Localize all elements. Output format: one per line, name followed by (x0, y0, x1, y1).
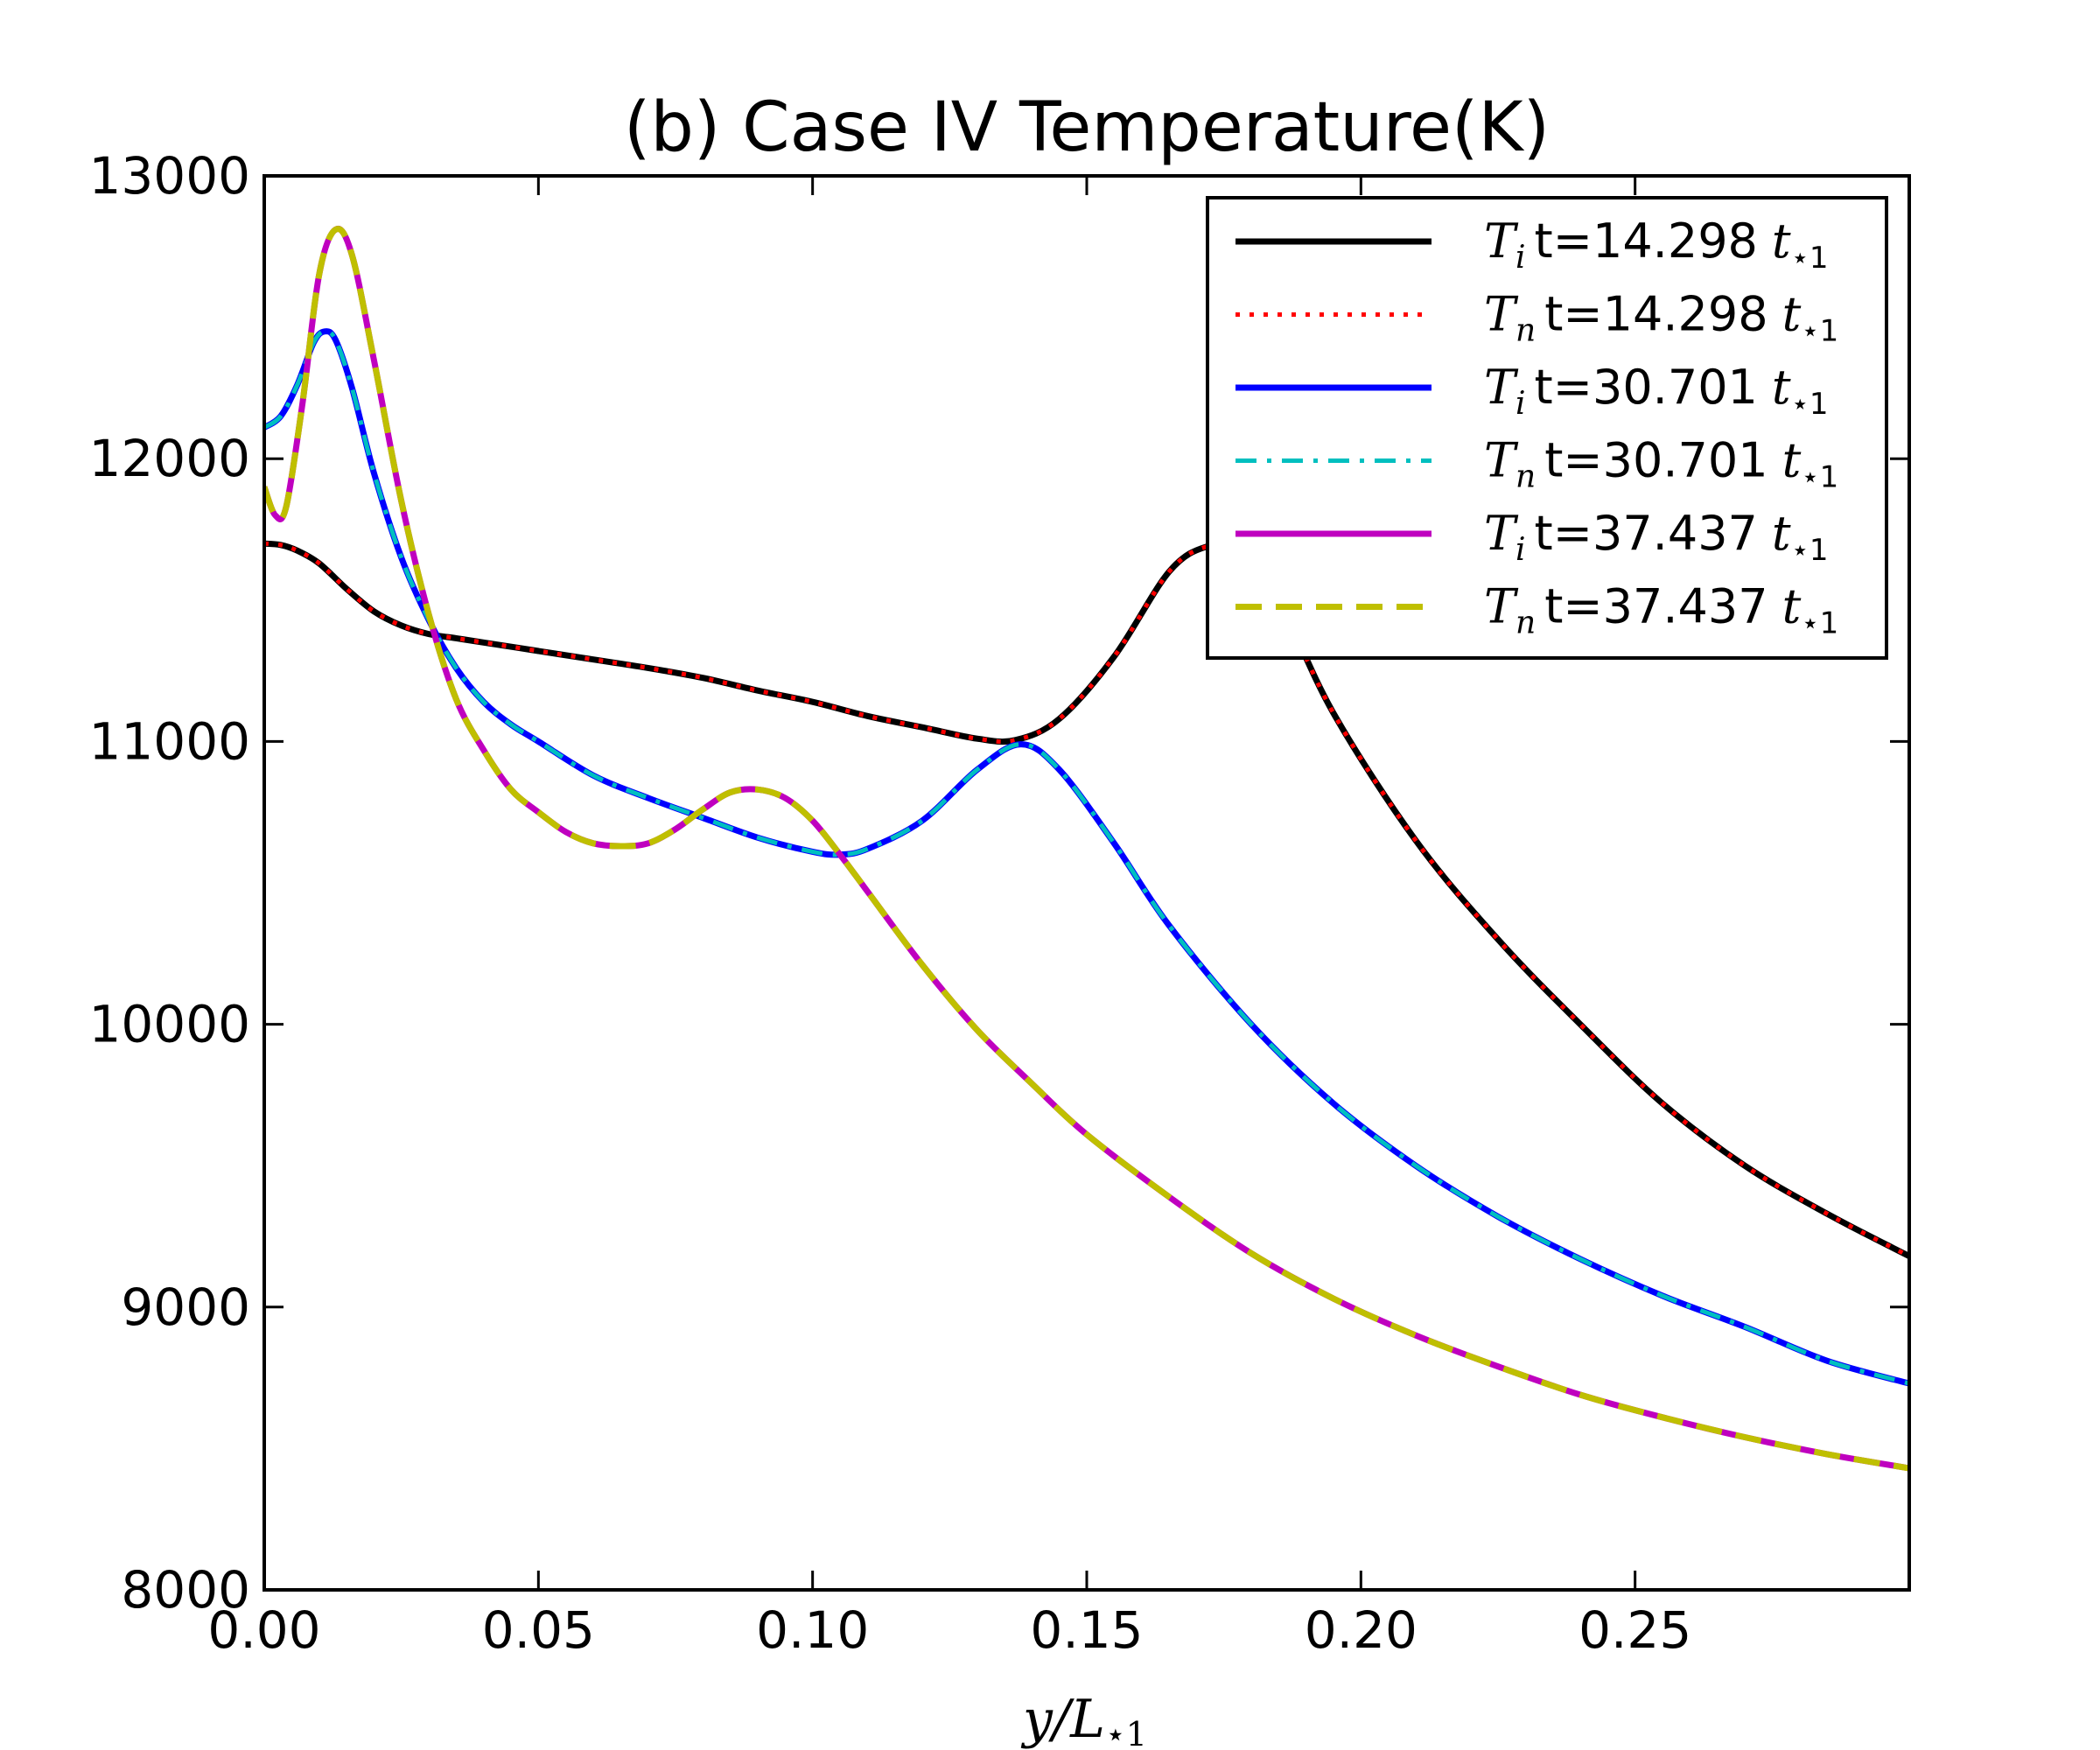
x-tick-label: 0.25 (1578, 1600, 1691, 1660)
legend-label-3: Ti t=30.701 t⋆1 (1484, 360, 1829, 422)
x-axis-label: y/L⋆1 (1020, 1689, 1147, 1750)
legend-label-5: Ti t=37.437 t⋆1 (1484, 506, 1829, 568)
series-line-6 (264, 226, 1909, 1472)
y-tick-label: 11000 (88, 711, 250, 771)
y-tick-label: 12000 (88, 429, 250, 488)
x-tick-label: 0.05 (482, 1600, 595, 1660)
x-tick-label: 0.20 (1305, 1600, 1418, 1660)
legend-label-1: Ti t=14.298 t⋆1 (1484, 214, 1829, 276)
x-tick-label: 0.00 (207, 1600, 320, 1660)
chart-title: (b) Case IV Temperature(K) (624, 88, 1550, 167)
legend: Ti t=14.298 t⋆1 Tn t=14.298 t⋆1 Ti t=30.701 t⋆1 T… (1206, 196, 1888, 660)
series-line-2 (264, 541, 1909, 1258)
legend-label-4: Tn t=30.701 t⋆1 (1484, 433, 1838, 495)
x-tick-label: 0.10 (756, 1600, 869, 1660)
y-tick-label: 13000 (88, 146, 250, 206)
legend-label-2: Tn t=14.298 t⋆1 (1484, 287, 1838, 349)
x-tick-label: 0.15 (1030, 1600, 1143, 1660)
ticks: 0.00 0.05 0.10 0.15 0.20 0.25 8000 9000 10000 110… (88, 146, 1909, 1660)
legend-label-6: Tn t=37.437 t⋆1 (1484, 579, 1838, 641)
y-tick-label: 8000 (121, 1560, 250, 1620)
legend-box (1206, 196, 1888, 660)
y-tick-label: 10000 (88, 995, 250, 1054)
series-layer (264, 226, 1909, 1472)
y-tick-label: 9000 (121, 1278, 250, 1337)
